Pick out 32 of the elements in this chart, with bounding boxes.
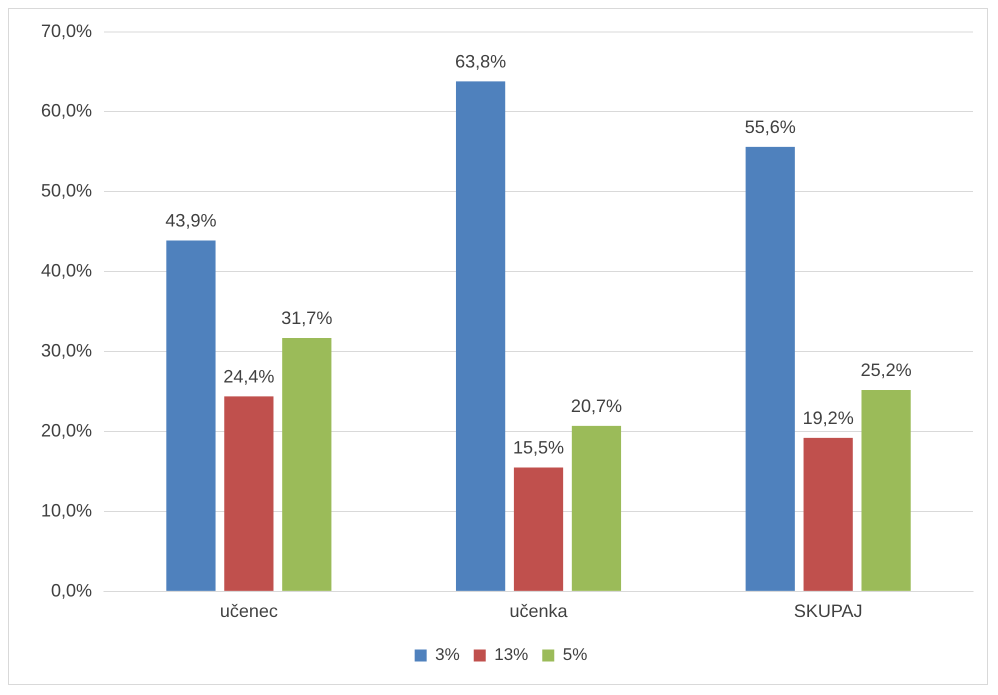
bar bbox=[746, 146, 795, 591]
x-tick-label: učenec bbox=[220, 601, 278, 622]
legend-label: 3% bbox=[435, 645, 460, 664]
y-tick-label: 60,0% bbox=[40, 100, 92, 121]
bar bbox=[166, 240, 216, 591]
bar bbox=[572, 426, 622, 591]
y-tick-label: 40,0% bbox=[40, 260, 92, 281]
data-label: 25,2% bbox=[860, 360, 912, 380]
y-tick-label: 20,0% bbox=[40, 420, 92, 440]
bar bbox=[514, 467, 564, 591]
data-label: 55,6% bbox=[744, 116, 796, 137]
x-tick-label: SKUPAJ bbox=[794, 601, 863, 622]
bar bbox=[804, 438, 853, 591]
y-tick-label: 50,0% bbox=[40, 180, 92, 201]
data-label: 43,9% bbox=[165, 210, 216, 230]
bar bbox=[456, 81, 506, 591]
bar bbox=[224, 396, 274, 591]
data-label: 20,7% bbox=[570, 396, 622, 416]
y-tick-label: 30,0% bbox=[40, 340, 92, 361]
data-label: 19,2% bbox=[802, 408, 854, 428]
y-tick-label: 70,0% bbox=[40, 20, 92, 41]
legend-label: 5% bbox=[562, 645, 588, 664]
data-label: 31,7% bbox=[281, 308, 332, 328]
y-tick-label: 10,0% bbox=[40, 500, 92, 520]
data-label: 24,4% bbox=[223, 366, 274, 386]
bar bbox=[282, 338, 332, 591]
bar bbox=[861, 390, 911, 591]
legend-label: 13% bbox=[494, 645, 528, 664]
y-tick-label: 0,0% bbox=[51, 580, 92, 600]
data-label: 15,5% bbox=[512, 437, 564, 458]
x-tick-label: učenka bbox=[509, 601, 569, 622]
data-label: 63,8% bbox=[455, 51, 506, 72]
